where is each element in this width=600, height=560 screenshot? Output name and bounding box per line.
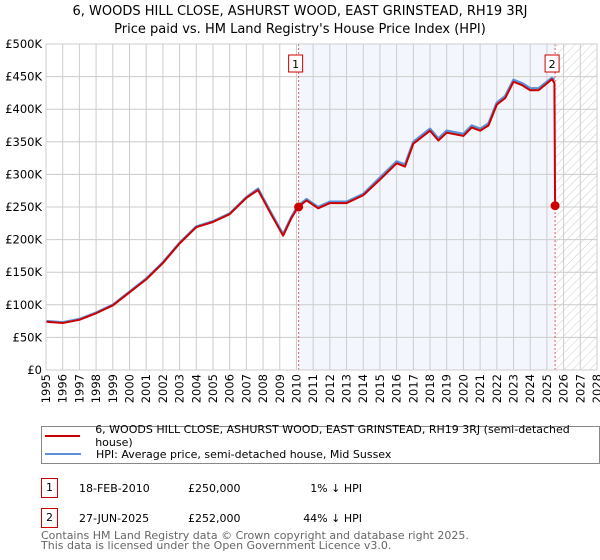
x-tick-label: 2011 [306, 374, 320, 403]
x-tick-label: 2021 [473, 374, 487, 403]
y-tick-label: £350K [5, 135, 42, 149]
date: 27-JUN-2025 [79, 512, 150, 525]
sale-label-box [288, 54, 304, 73]
y-tick-label: £100K [5, 298, 42, 312]
x-tick-label: 2006 [223, 374, 237, 403]
x-tick-label: 2024 [523, 374, 537, 403]
marker-badge: 2 [41, 508, 58, 528]
x-tick-label: 1999 [106, 374, 120, 403]
x-tick-label: 1997 [72, 374, 86, 403]
blue-line-swatch [45, 453, 81, 455]
footer: Contains HM Land Registry data © Crown c… [41, 529, 469, 552]
price: £250,000 [188, 482, 241, 495]
x-tick-label: 2025 [540, 374, 554, 403]
title-line: 6, WOODS HILL CLOSE, ASHURST WOOD, EAST … [72, 4, 528, 19]
x-tick-label: 2020 [456, 374, 470, 403]
x-tick-label: 2019 [440, 374, 454, 403]
marker-badge: 1 [41, 478, 58, 498]
y-tick-label: £0 [27, 363, 42, 377]
x-tick-label: 1995 [39, 374, 53, 403]
price: £252,000 [188, 512, 241, 525]
chart-title: 6, WOODS HILL CLOSE, ASHURST WOOD, EAST … [0, 3, 600, 39]
x-tick-label: 2009 [273, 374, 287, 403]
x-tick-label: 2008 [256, 374, 270, 403]
hpi-diff: 44% ↓ HPI [303, 512, 362, 525]
y-tick-label: £400K [5, 102, 42, 116]
x-tick-label: 2026 [557, 374, 571, 403]
x-tick-label: 2001 [139, 374, 153, 403]
sale-marker [550, 201, 560, 211]
x-tick-label: 2017 [406, 374, 420, 403]
sale-marker [294, 202, 304, 212]
x-tick-label: 1996 [56, 374, 70, 403]
y-tick-label: £250K [5, 200, 42, 214]
footer-line: Contains HM Land Registry data © Crown c… [41, 529, 469, 542]
y-tick-label: £150K [5, 265, 42, 279]
transaction-row: 2 27-JUN-2025 £252,000 44% ↓ HPI [41, 508, 441, 532]
x-tick-label: 2003 [173, 374, 187, 403]
sale-label-box [544, 54, 560, 73]
transaction-row: 1 18-FEB-2010 £250,000 1% ↓ HPI [41, 478, 441, 502]
price-chart: 1995 1996 1997 1998 1999 2000 2001 2002 2003 2004… [5, 37, 600, 403]
x-tick-label: 2000 [122, 374, 136, 403]
x-tick-label: 1998 [89, 374, 103, 403]
y-tick-label: £500K [5, 37, 42, 51]
y-tick-label: £50K [13, 330, 43, 344]
x-tick-label: 2018 [423, 374, 437, 403]
subtitle-line: Price paid vs. HM Land Registry's House … [114, 22, 486, 37]
date: 18-FEB-2010 [79, 482, 150, 495]
x-tick-label: 2027 [573, 374, 587, 403]
property-price-line [45, 78, 557, 325]
legend-item-property: 6, WOODS HILL CLOSE, ASHURST WOOD, EAST … [42, 423, 599, 449]
sale-label: 1 [292, 58, 299, 71]
y-tick-label: £300K [5, 167, 42, 181]
red-line-swatch [45, 435, 81, 437]
x-tick-label: 2023 [507, 374, 521, 403]
plot-frame [45, 43, 598, 371]
x-tick-label: 2015 [373, 374, 387, 403]
x-tick-label: 2022 [490, 374, 504, 403]
footer-line: This data is licensed under the Open Gov… [41, 539, 392, 552]
x-tick-label: 2028 [590, 374, 600, 403]
legend-label: 6, WOODS HILL CLOSE, ASHURST WOOD, EAST … [95, 423, 570, 449]
x-tick-label: 2014 [356, 374, 370, 403]
y-tick-label: £200K [5, 233, 42, 247]
y-tick-label: £450K [5, 70, 42, 84]
hpi-diff: 1% ↓ HPI [310, 482, 362, 495]
legend: 6, WOODS HILL CLOSE, ASHURST WOOD, EAST … [41, 423, 600, 464]
legend-label: HPI: Average price, semi-detached house,… [96, 447, 392, 461]
x-tick-label: 2013 [340, 374, 354, 403]
x-tick-label: 2007 [239, 374, 253, 403]
x-tick-label: 2010 [289, 374, 303, 403]
x-tick-label: 2012 [323, 374, 337, 403]
legend-item-hpi: HPI: Average price, semi-detached house,… [42, 445, 391, 463]
x-tick-label: 2016 [390, 374, 404, 403]
x-tick-label: 2002 [156, 374, 170, 403]
x-tick-label: 2004 [189, 374, 203, 403]
sale-label: 2 [549, 58, 556, 71]
x-tick-label: 2005 [206, 374, 220, 403]
